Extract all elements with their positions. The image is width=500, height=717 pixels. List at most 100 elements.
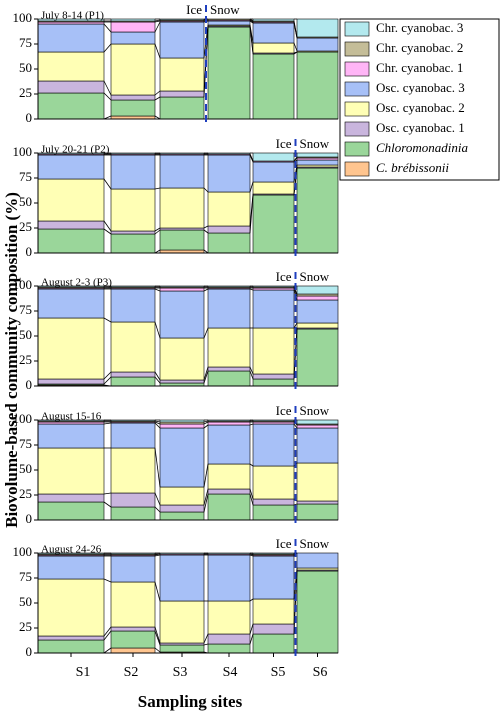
flow-line bbox=[203, 643, 209, 646]
bar-segment bbox=[159, 511, 205, 521]
flow-line bbox=[203, 229, 209, 234]
bar-segment bbox=[37, 51, 105, 82]
bar-segment bbox=[159, 285, 205, 288]
bar-segment bbox=[207, 488, 251, 495]
flow-line bbox=[154, 647, 161, 653]
legend-swatch bbox=[344, 101, 370, 117]
bar-segment bbox=[37, 639, 105, 654]
bar-segment bbox=[159, 152, 205, 155]
bar-segment bbox=[110, 626, 156, 632]
flow-line bbox=[293, 423, 298, 429]
bar-segment bbox=[252, 181, 295, 195]
legend-label: Chr. cyanobac. 2 bbox=[376, 40, 463, 55]
ice-label: Ice bbox=[186, 2, 202, 17]
flow-line bbox=[293, 51, 298, 54]
bar-segment bbox=[110, 99, 156, 117]
flow-line bbox=[249, 181, 254, 193]
snow-label: Snow bbox=[300, 536, 330, 551]
bar-segment bbox=[207, 552, 251, 555]
bar-segment bbox=[110, 422, 156, 449]
flow-line bbox=[103, 178, 112, 190]
flow-line bbox=[154, 421, 161, 425]
flow-line bbox=[154, 420, 161, 423]
x-tick-label: S4 bbox=[223, 665, 238, 680]
bar-segment bbox=[207, 152, 251, 155]
y-tick-label: 0 bbox=[26, 511, 33, 526]
flow-line bbox=[203, 370, 209, 384]
bar-segment bbox=[252, 419, 295, 422]
bar-segment bbox=[37, 288, 105, 319]
bar-segment bbox=[207, 26, 251, 120]
bar-segment bbox=[110, 376, 156, 387]
flow-line bbox=[103, 578, 112, 583]
bar-segment bbox=[207, 463, 251, 490]
flow-line bbox=[103, 492, 112, 495]
bar-segment bbox=[252, 465, 295, 500]
bar-segment bbox=[37, 423, 105, 449]
flow-line bbox=[293, 156, 298, 162]
bar-segment bbox=[159, 18, 205, 21]
flow-line bbox=[103, 23, 112, 33]
bar-segment bbox=[159, 229, 205, 251]
flow-line bbox=[203, 187, 209, 193]
flow-line bbox=[249, 366, 254, 375]
y-tick-label: 100 bbox=[13, 544, 33, 559]
bar-segment bbox=[110, 581, 156, 628]
legend-label: Osc. cyanobac. 1 bbox=[376, 120, 465, 135]
bar-segment bbox=[110, 31, 156, 45]
bar-segment bbox=[296, 51, 339, 120]
y-tick-label: 0 bbox=[26, 110, 33, 125]
flow-line bbox=[154, 21, 161, 33]
bar-segment bbox=[207, 643, 251, 654]
ice-label: Ice bbox=[276, 536, 292, 551]
legend-swatch bbox=[344, 21, 370, 37]
bar-segment bbox=[296, 462, 339, 502]
bar-segment bbox=[296, 570, 339, 654]
bar-segment bbox=[207, 554, 251, 602]
bar-segment bbox=[207, 370, 251, 387]
flow-line bbox=[203, 366, 209, 381]
flow-line bbox=[249, 488, 254, 500]
legend-label: Osc. cyanobac. 3 bbox=[376, 80, 465, 95]
bar-segment bbox=[252, 498, 295, 506]
y-tick-label: 50 bbox=[19, 60, 32, 75]
y-tick-label: 0 bbox=[26, 377, 33, 392]
legend-swatch bbox=[344, 121, 370, 137]
bar-segment bbox=[252, 327, 295, 375]
flow-line bbox=[293, 20, 298, 38]
legend: Chr. cyanobac. 3 Chr. cyanobac. 2 Chr. cya… bbox=[339, 18, 500, 181]
flow-line bbox=[154, 227, 161, 232]
flow-line bbox=[154, 492, 161, 506]
flow-line bbox=[103, 422, 112, 425]
flow-line bbox=[203, 420, 209, 423]
flow-line bbox=[103, 80, 112, 96]
bar-segment bbox=[159, 486, 205, 506]
x-tick-label: S6 bbox=[313, 665, 328, 680]
flow-line bbox=[154, 630, 161, 646]
x-tick-label: S2 bbox=[124, 665, 139, 680]
bar-segment bbox=[252, 53, 295, 120]
flow-line bbox=[249, 193, 254, 227]
flow-line bbox=[249, 25, 254, 54]
y-tick-label: 50 bbox=[19, 461, 32, 476]
bar-segment bbox=[110, 555, 156, 583]
x-tick-label: S1 bbox=[76, 665, 91, 680]
flow-line bbox=[249, 633, 254, 645]
y-tick-label: 50 bbox=[19, 327, 32, 342]
flow-line bbox=[249, 598, 254, 602]
flow-line bbox=[203, 424, 209, 429]
bar-segment bbox=[110, 630, 156, 649]
y-tick-label: 0 bbox=[26, 244, 33, 259]
bar-segment bbox=[296, 419, 339, 425]
bar-segment bbox=[296, 285, 339, 295]
bar-segment bbox=[159, 290, 205, 339]
bar-segment bbox=[110, 152, 156, 155]
flow-line bbox=[203, 421, 209, 425]
bar-segment bbox=[252, 504, 295, 521]
ice-label: Ice bbox=[276, 403, 292, 418]
bar-segment bbox=[252, 633, 295, 654]
bar-segment bbox=[207, 232, 251, 254]
flow-line bbox=[154, 20, 161, 23]
bar-segment bbox=[296, 424, 339, 429]
panel-title: August 15-16 bbox=[41, 411, 102, 423]
